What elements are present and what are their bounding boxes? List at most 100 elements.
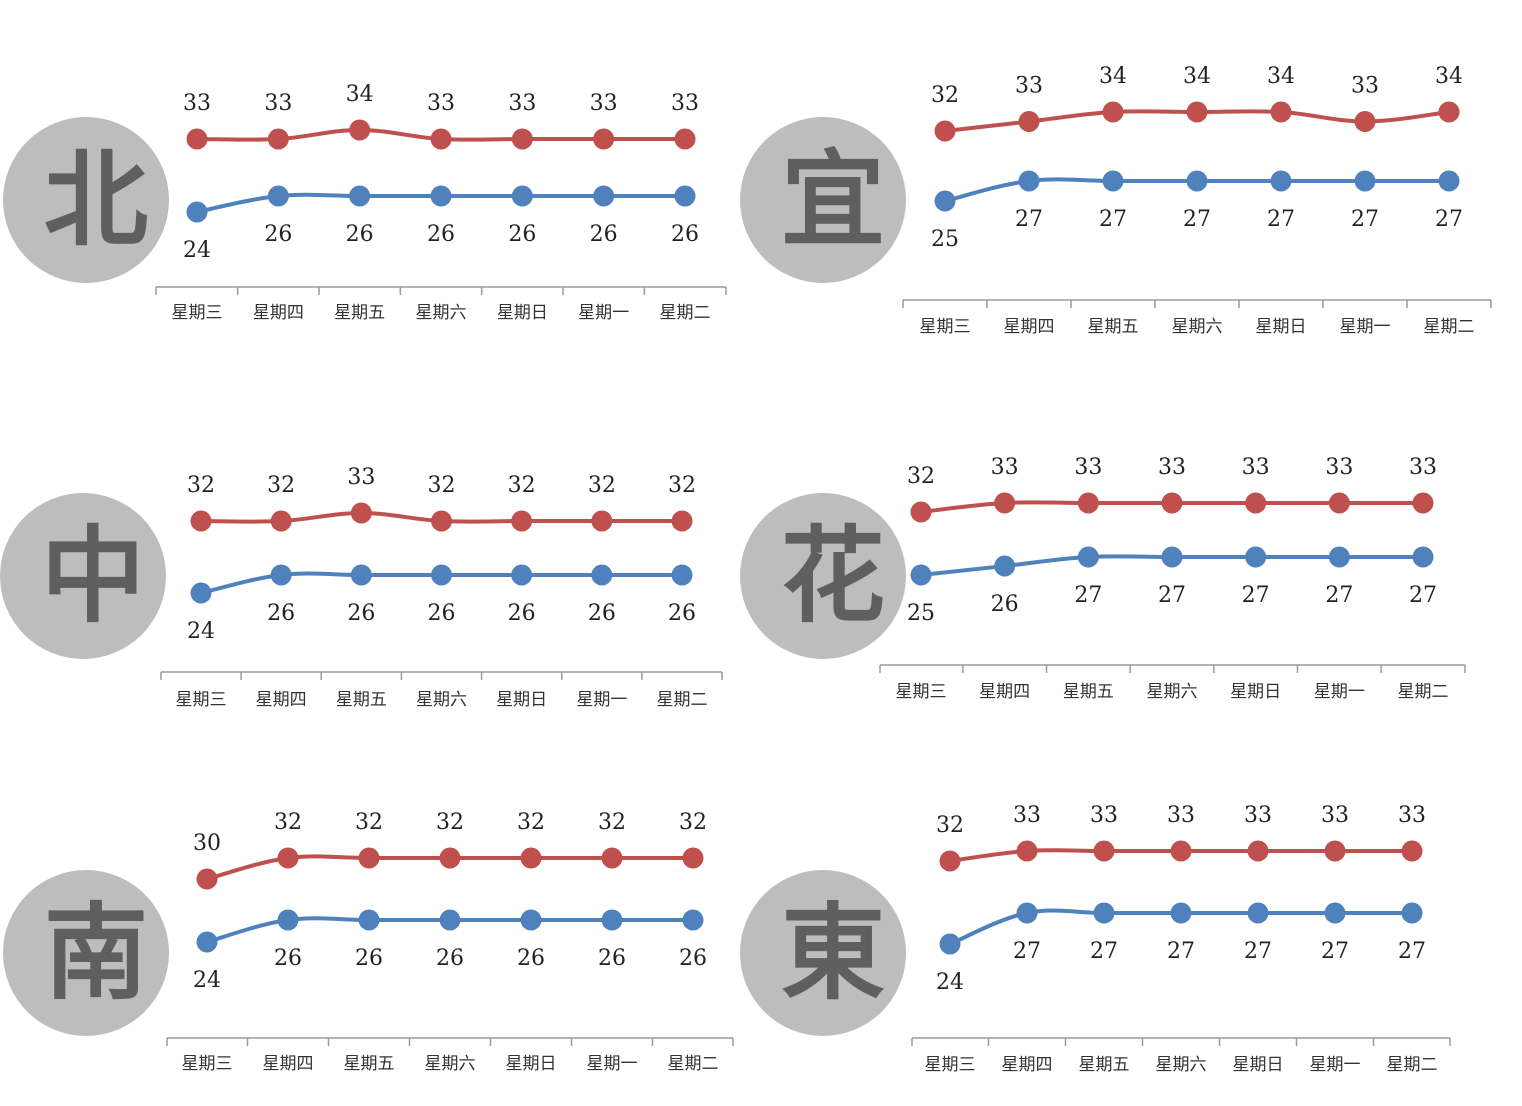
x-tick-label: 星期二 bbox=[1387, 1055, 1438, 1075]
x-tick-label: 星期四 bbox=[256, 690, 307, 710]
low-temp-point bbox=[671, 564, 693, 586]
region-name: 宜 bbox=[781, 139, 885, 261]
high-temp-label: 33 bbox=[508, 91, 536, 116]
low-temp-point bbox=[350, 564, 372, 586]
x-tick-label: 星期一 bbox=[576, 690, 627, 710]
high-temp-label: 30 bbox=[193, 831, 221, 856]
low-temp-point bbox=[1401, 902, 1423, 924]
low-temp-point bbox=[511, 564, 533, 586]
high-temp-point bbox=[186, 128, 208, 150]
low-temp-point bbox=[1245, 546, 1267, 568]
low-temp-label: 26 bbox=[508, 601, 536, 626]
x-tick-label: 星期日 bbox=[506, 1054, 557, 1074]
low-temp-label: 27 bbox=[1074, 583, 1102, 608]
high-temp-point bbox=[430, 128, 452, 150]
region-name: 中 bbox=[41, 515, 145, 637]
low-temp-point bbox=[190, 582, 212, 604]
high-temp-point bbox=[190, 510, 212, 532]
low-temp-label: 27 bbox=[1183, 207, 1211, 232]
low-temp-label: 27 bbox=[1325, 583, 1353, 608]
x-tick-label: 星期六 bbox=[425, 1054, 476, 1074]
x-tick-label: 星期六 bbox=[1172, 317, 1223, 337]
x-tick-label: 星期六 bbox=[1156, 1055, 1207, 1075]
x-tick-label: 星期六 bbox=[416, 303, 467, 323]
low-temp-label: 24 bbox=[183, 238, 211, 263]
high-temp-point bbox=[682, 847, 704, 869]
low-temp-label: 27 bbox=[1398, 939, 1426, 964]
x-tick-label: 星期四 bbox=[253, 303, 304, 323]
high-temp-label: 33 bbox=[1321, 803, 1349, 828]
low-temp-label: 26 bbox=[427, 222, 455, 247]
high-temp-point bbox=[1438, 101, 1460, 123]
high-temp-point bbox=[994, 492, 1016, 514]
low-temp-label: 27 bbox=[1435, 207, 1463, 232]
x-tick-label: 星期日 bbox=[496, 690, 547, 710]
high-temp-label: 33 bbox=[1242, 455, 1270, 480]
region-name: 東 bbox=[781, 892, 885, 1014]
high-temp-point bbox=[910, 501, 932, 523]
high-temp-label: 32 bbox=[668, 473, 696, 498]
high-temp-label: 33 bbox=[1325, 455, 1353, 480]
low-temp-point bbox=[1438, 170, 1460, 192]
high-temp-label: 33 bbox=[1351, 74, 1379, 99]
low-temp-point bbox=[1161, 546, 1183, 568]
low-temp-label: 26 bbox=[346, 222, 374, 247]
high-temp-point bbox=[591, 510, 613, 532]
high-temp-label: 34 bbox=[346, 82, 374, 107]
x-tick-label: 星期二 bbox=[657, 690, 708, 710]
x-tick-label: 星期三 bbox=[896, 682, 947, 702]
low-temp-point bbox=[186, 201, 208, 223]
high-temp-label: 32 bbox=[508, 473, 536, 498]
low-temp-point bbox=[1247, 902, 1269, 924]
high-temp-point bbox=[1324, 840, 1346, 862]
high-temp-point bbox=[1018, 111, 1040, 132]
x-tick-label: 星期三 bbox=[172, 303, 223, 323]
region-name: 南 bbox=[44, 892, 148, 1014]
high-temp-label: 32 bbox=[436, 810, 464, 835]
x-tick-label: 星期五 bbox=[334, 303, 385, 323]
low-temp-point bbox=[674, 185, 696, 207]
low-temp-point bbox=[1354, 170, 1376, 192]
high-temp-point bbox=[934, 120, 956, 142]
x-tick-label: 星期五 bbox=[1079, 1055, 1130, 1075]
high-temp-label: 33 bbox=[1013, 803, 1041, 828]
high-temp-label: 32 bbox=[598, 810, 626, 835]
x-tick-label: 星期五 bbox=[344, 1054, 395, 1074]
x-tick-label: 星期三 bbox=[925, 1055, 976, 1075]
low-temp-point bbox=[430, 185, 452, 207]
low-temp-label: 27 bbox=[1167, 939, 1195, 964]
region-badge bbox=[740, 493, 906, 659]
low-temp-label: 25 bbox=[907, 601, 935, 626]
high-temp-point bbox=[1170, 840, 1192, 862]
low-temp-point bbox=[1270, 170, 1292, 192]
low-temp-point bbox=[939, 933, 961, 955]
x-tick-label: 星期三 bbox=[182, 1054, 233, 1074]
low-temp-point bbox=[1412, 546, 1434, 568]
low-temp-label: 27 bbox=[1158, 583, 1186, 608]
low-temp-label: 27 bbox=[1090, 939, 1118, 964]
high-temp-point bbox=[1245, 492, 1267, 514]
x-tick-label: 星期一 bbox=[1314, 682, 1365, 702]
high-temp-label: 33 bbox=[264, 91, 292, 116]
high-temp-point bbox=[431, 510, 452, 532]
low-temp-point bbox=[601, 909, 623, 931]
high-temp-point bbox=[671, 510, 693, 532]
high-temp-point bbox=[520, 847, 542, 869]
x-tick-label: 星期五 bbox=[336, 690, 387, 710]
low-temp-point bbox=[431, 564, 452, 586]
high-temp-point bbox=[511, 128, 533, 150]
high-temp-label: 32 bbox=[517, 810, 545, 835]
high-temp-label: 32 bbox=[936, 813, 964, 838]
high-temp-point bbox=[1270, 101, 1292, 123]
high-temp-label: 32 bbox=[679, 810, 707, 835]
high-temp-label: 34 bbox=[1183, 64, 1211, 89]
low-temp-label: 26 bbox=[264, 222, 292, 247]
low-temp-point bbox=[439, 909, 461, 931]
low-temp-point bbox=[349, 185, 371, 207]
low-temp-label: 27 bbox=[1409, 583, 1437, 608]
high-temp-point bbox=[674, 128, 696, 150]
high-temp-point bbox=[1247, 840, 1269, 862]
